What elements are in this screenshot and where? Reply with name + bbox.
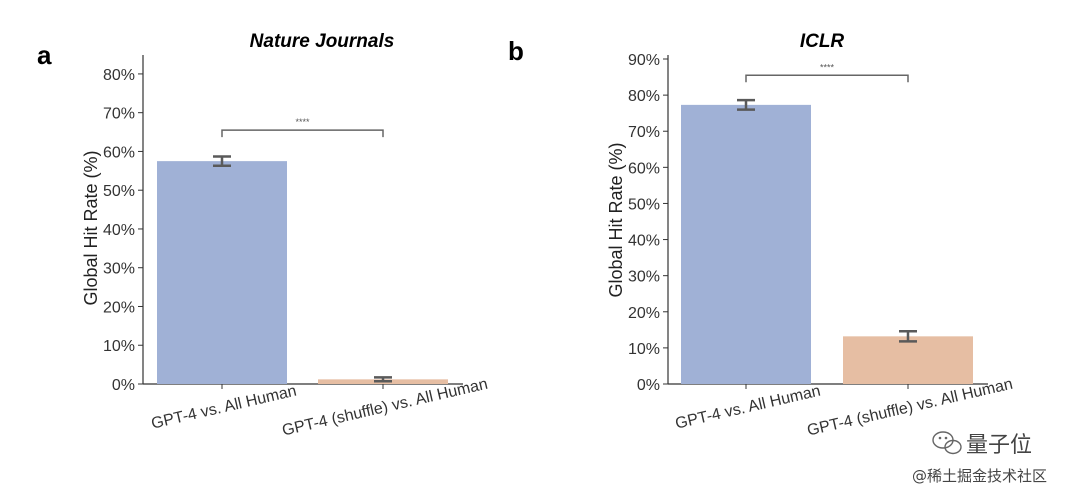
panel-a-category-label-1: GPT-4 vs. All Human: [150, 383, 299, 433]
panel-b-letter: b: [508, 36, 524, 66]
panel-b-y-tick-label: 10%: [628, 341, 660, 358]
panel-b-y-tick-label: 80%: [628, 88, 660, 105]
panel-a-y-tick-label: 50%: [103, 183, 135, 200]
panel-a-y-tick-label: 70%: [103, 106, 135, 123]
panel-a-y-tick-label: 60%: [103, 144, 135, 161]
panel-b-title: ICLR: [800, 31, 845, 52]
panel-a-y-tick-label: 0%: [112, 377, 135, 394]
panel-b-y-tick-label: 90%: [628, 52, 660, 69]
panel-b-y-tick-label: 40%: [628, 233, 660, 250]
panel-a-letter: a: [37, 40, 52, 70]
wechat-icon: [932, 431, 962, 455]
panel-a-y-axis-label: Global Hit Rate (%): [81, 150, 101, 305]
watermark-brand: 量子位: [966, 433, 1032, 458]
panel-a-bar-1: [157, 161, 287, 384]
panel-b: b ICLR Global Hit Rate (%) 0% 10% 20% 30% 40…: [508, 31, 1014, 440]
panel-b-y-tick-label: 20%: [628, 305, 660, 322]
panel-a-category-label-2: GPT-4 (shuffle) vs. All Human: [281, 376, 490, 440]
panel-b-y-axis-label: Global Hit Rate (%): [606, 142, 626, 297]
panel-b-bar-1: [681, 104, 811, 385]
panel-a-y-tick-label: 20%: [103, 299, 135, 316]
panel-b-significance-bracket: [745, 74, 909, 83]
panel-b-bar-2: [843, 336, 973, 384]
panel-a-title: Nature Journals: [250, 31, 395, 52]
panel-b-y-tick-label: 70%: [628, 124, 660, 141]
panel-a-significance-bracket: [221, 129, 384, 138]
panel-b-y-tick-label: 0%: [637, 377, 660, 394]
panel-b-category-label-2: GPT-4 (shuffle) vs. All Human: [806, 376, 1015, 440]
panel-b-y-tick-label: 50%: [628, 196, 660, 213]
watermark-credit: @稀土掘金技术社区: [912, 467, 1047, 485]
panel-a-significance-label: ****: [295, 117, 310, 127]
panel-a: a Nature Journals Global Hit Rate (%) 0%…: [37, 31, 489, 440]
panel-b-y-tick-label: 60%: [628, 160, 660, 177]
panel-b-y-tick-label: 30%: [628, 269, 660, 286]
panel-a-y-tick-label: 40%: [103, 222, 135, 239]
panel-a-y-tick-label: 30%: [103, 261, 135, 278]
panel-b-significance-label: ****: [820, 62, 835, 72]
panel-b-category-label-1: GPT-4 vs. All Human: [674, 383, 823, 433]
watermark: 量子位 @稀土掘金技术社区: [912, 431, 1047, 485]
panel-a-y-tick-label: 10%: [103, 338, 135, 355]
panel-a-y-tick-label: 80%: [103, 67, 135, 84]
